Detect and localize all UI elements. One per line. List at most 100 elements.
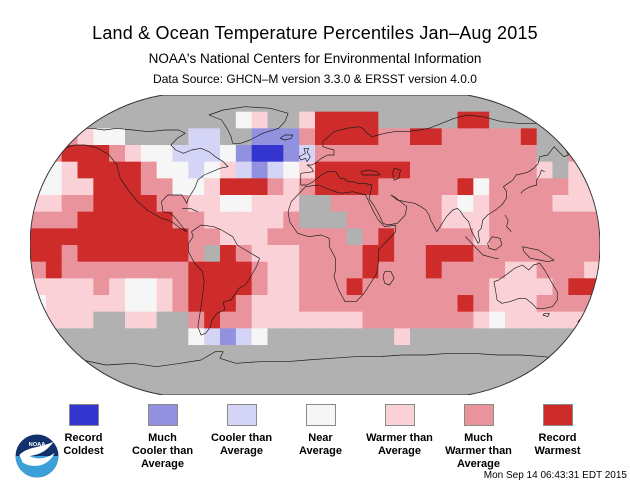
- grid-cell: [283, 128, 300, 146]
- grid-cell: [125, 228, 142, 246]
- grid-cell: [77, 95, 94, 113]
- grid-cell: [473, 378, 490, 395]
- grid-cell: [283, 345, 300, 363]
- grid-cell: [77, 345, 94, 363]
- grid-cell: [30, 345, 47, 363]
- grid-cell: [410, 211, 427, 229]
- coastline: [287, 184, 397, 302]
- grid-cell: [315, 295, 332, 313]
- grid-cell: [362, 228, 379, 246]
- grid-cell: [457, 111, 474, 129]
- grid-cell: [93, 378, 110, 395]
- grid-cell: [425, 295, 443, 313]
- grid-cell: [77, 295, 94, 313]
- grid-cell: [362, 178, 379, 196]
- grid-cell: [473, 278, 490, 296]
- noaa-gull-icon: [19, 441, 55, 466]
- grid-cell: [77, 178, 94, 196]
- grid-cell: [283, 378, 300, 395]
- grid-cell: [267, 278, 284, 296]
- grid-cell: [378, 295, 395, 313]
- grid-cell: [93, 345, 110, 363]
- grid-cell: [568, 361, 585, 379]
- grid-cell: [45, 228, 63, 246]
- grid-cell: [251, 378, 268, 395]
- grid-cell: [505, 195, 522, 213]
- grid-cell: [235, 228, 253, 246]
- grid-cell: [394, 145, 411, 163]
- grid-cell: [93, 178, 110, 196]
- grid-cell: [283, 145, 300, 163]
- grid-cell: [330, 111, 348, 129]
- grid-cell: [441, 95, 458, 113]
- grid-cell: [30, 361, 47, 379]
- grid-cell: [235, 128, 253, 146]
- grid-cell: [536, 178, 553, 196]
- grid-cell: [394, 161, 411, 179]
- grid-cell: [299, 228, 316, 246]
- grid-cell: [45, 111, 63, 129]
- grid-cell: [346, 161, 363, 179]
- grid-cell: [425, 328, 443, 346]
- grid-cell: [330, 195, 348, 213]
- grid-cell: [140, 245, 158, 263]
- grid-cell: [93, 161, 110, 179]
- grid-cell: [267, 228, 284, 246]
- grid-cell: [77, 111, 94, 129]
- grid-cell: [473, 145, 490, 163]
- grid-cell: [172, 278, 189, 296]
- grid-cell: [330, 211, 348, 229]
- grid-cell: [251, 295, 268, 313]
- grid-cell: [77, 361, 94, 379]
- grid-cell: [204, 211, 221, 229]
- grid-cell: [109, 195, 126, 213]
- grid-cell: [457, 311, 474, 329]
- grid-cell: [584, 311, 600, 329]
- coastline: [300, 114, 599, 244]
- grid-cell: [473, 195, 490, 213]
- grid-cell: [267, 295, 284, 313]
- grid-cell: [394, 378, 411, 395]
- grid-cell: [140, 195, 158, 213]
- grid-cell: [330, 245, 348, 263]
- legend-label-much-warmer: Much Warmer than Average: [445, 432, 512, 470]
- grid-cell: [125, 245, 142, 263]
- grid-cell: [61, 95, 78, 113]
- grid-cell: [140, 178, 158, 196]
- grid-cell: [140, 211, 158, 229]
- grid-cell: [267, 128, 284, 146]
- grid-cell: [552, 111, 569, 129]
- grid-cell: [489, 345, 506, 363]
- grid-cell: [235, 295, 253, 313]
- grid-cell: [441, 211, 458, 229]
- grid-cell: [346, 211, 363, 229]
- coastline: [587, 303, 594, 314]
- grid-cell: [378, 278, 395, 296]
- grid-cell: [536, 211, 553, 229]
- grid-cell: [330, 95, 348, 113]
- grid-cell: [220, 295, 237, 313]
- grid-cell: [235, 245, 253, 263]
- grid-cell: [330, 361, 348, 379]
- legend-item-cooler: Cooler than Average: [202, 404, 281, 471]
- grid-cell: [125, 178, 142, 196]
- grid-cell: [362, 195, 379, 213]
- grid-cell: [568, 245, 585, 263]
- grid-cell: [505, 311, 522, 329]
- grid-cell: [410, 161, 427, 179]
- grid-cell: [536, 95, 553, 113]
- grid-cell: [188, 361, 205, 379]
- grid-cell: [552, 128, 569, 146]
- legend-label-near-average: Near Average: [298, 432, 342, 457]
- grid-cell: [61, 345, 78, 363]
- grid-cell: [61, 378, 78, 395]
- grid-cell: [109, 245, 126, 263]
- grid-cell: [315, 361, 332, 379]
- grid-cell: [30, 95, 47, 113]
- grid-cell: [473, 261, 490, 279]
- grid-cell: [315, 161, 332, 179]
- grid-cell: [394, 311, 411, 329]
- legend-item-record-warmest: Record Warmest: [518, 404, 597, 471]
- grid-cell: [204, 245, 221, 263]
- grid-cell: [30, 228, 47, 246]
